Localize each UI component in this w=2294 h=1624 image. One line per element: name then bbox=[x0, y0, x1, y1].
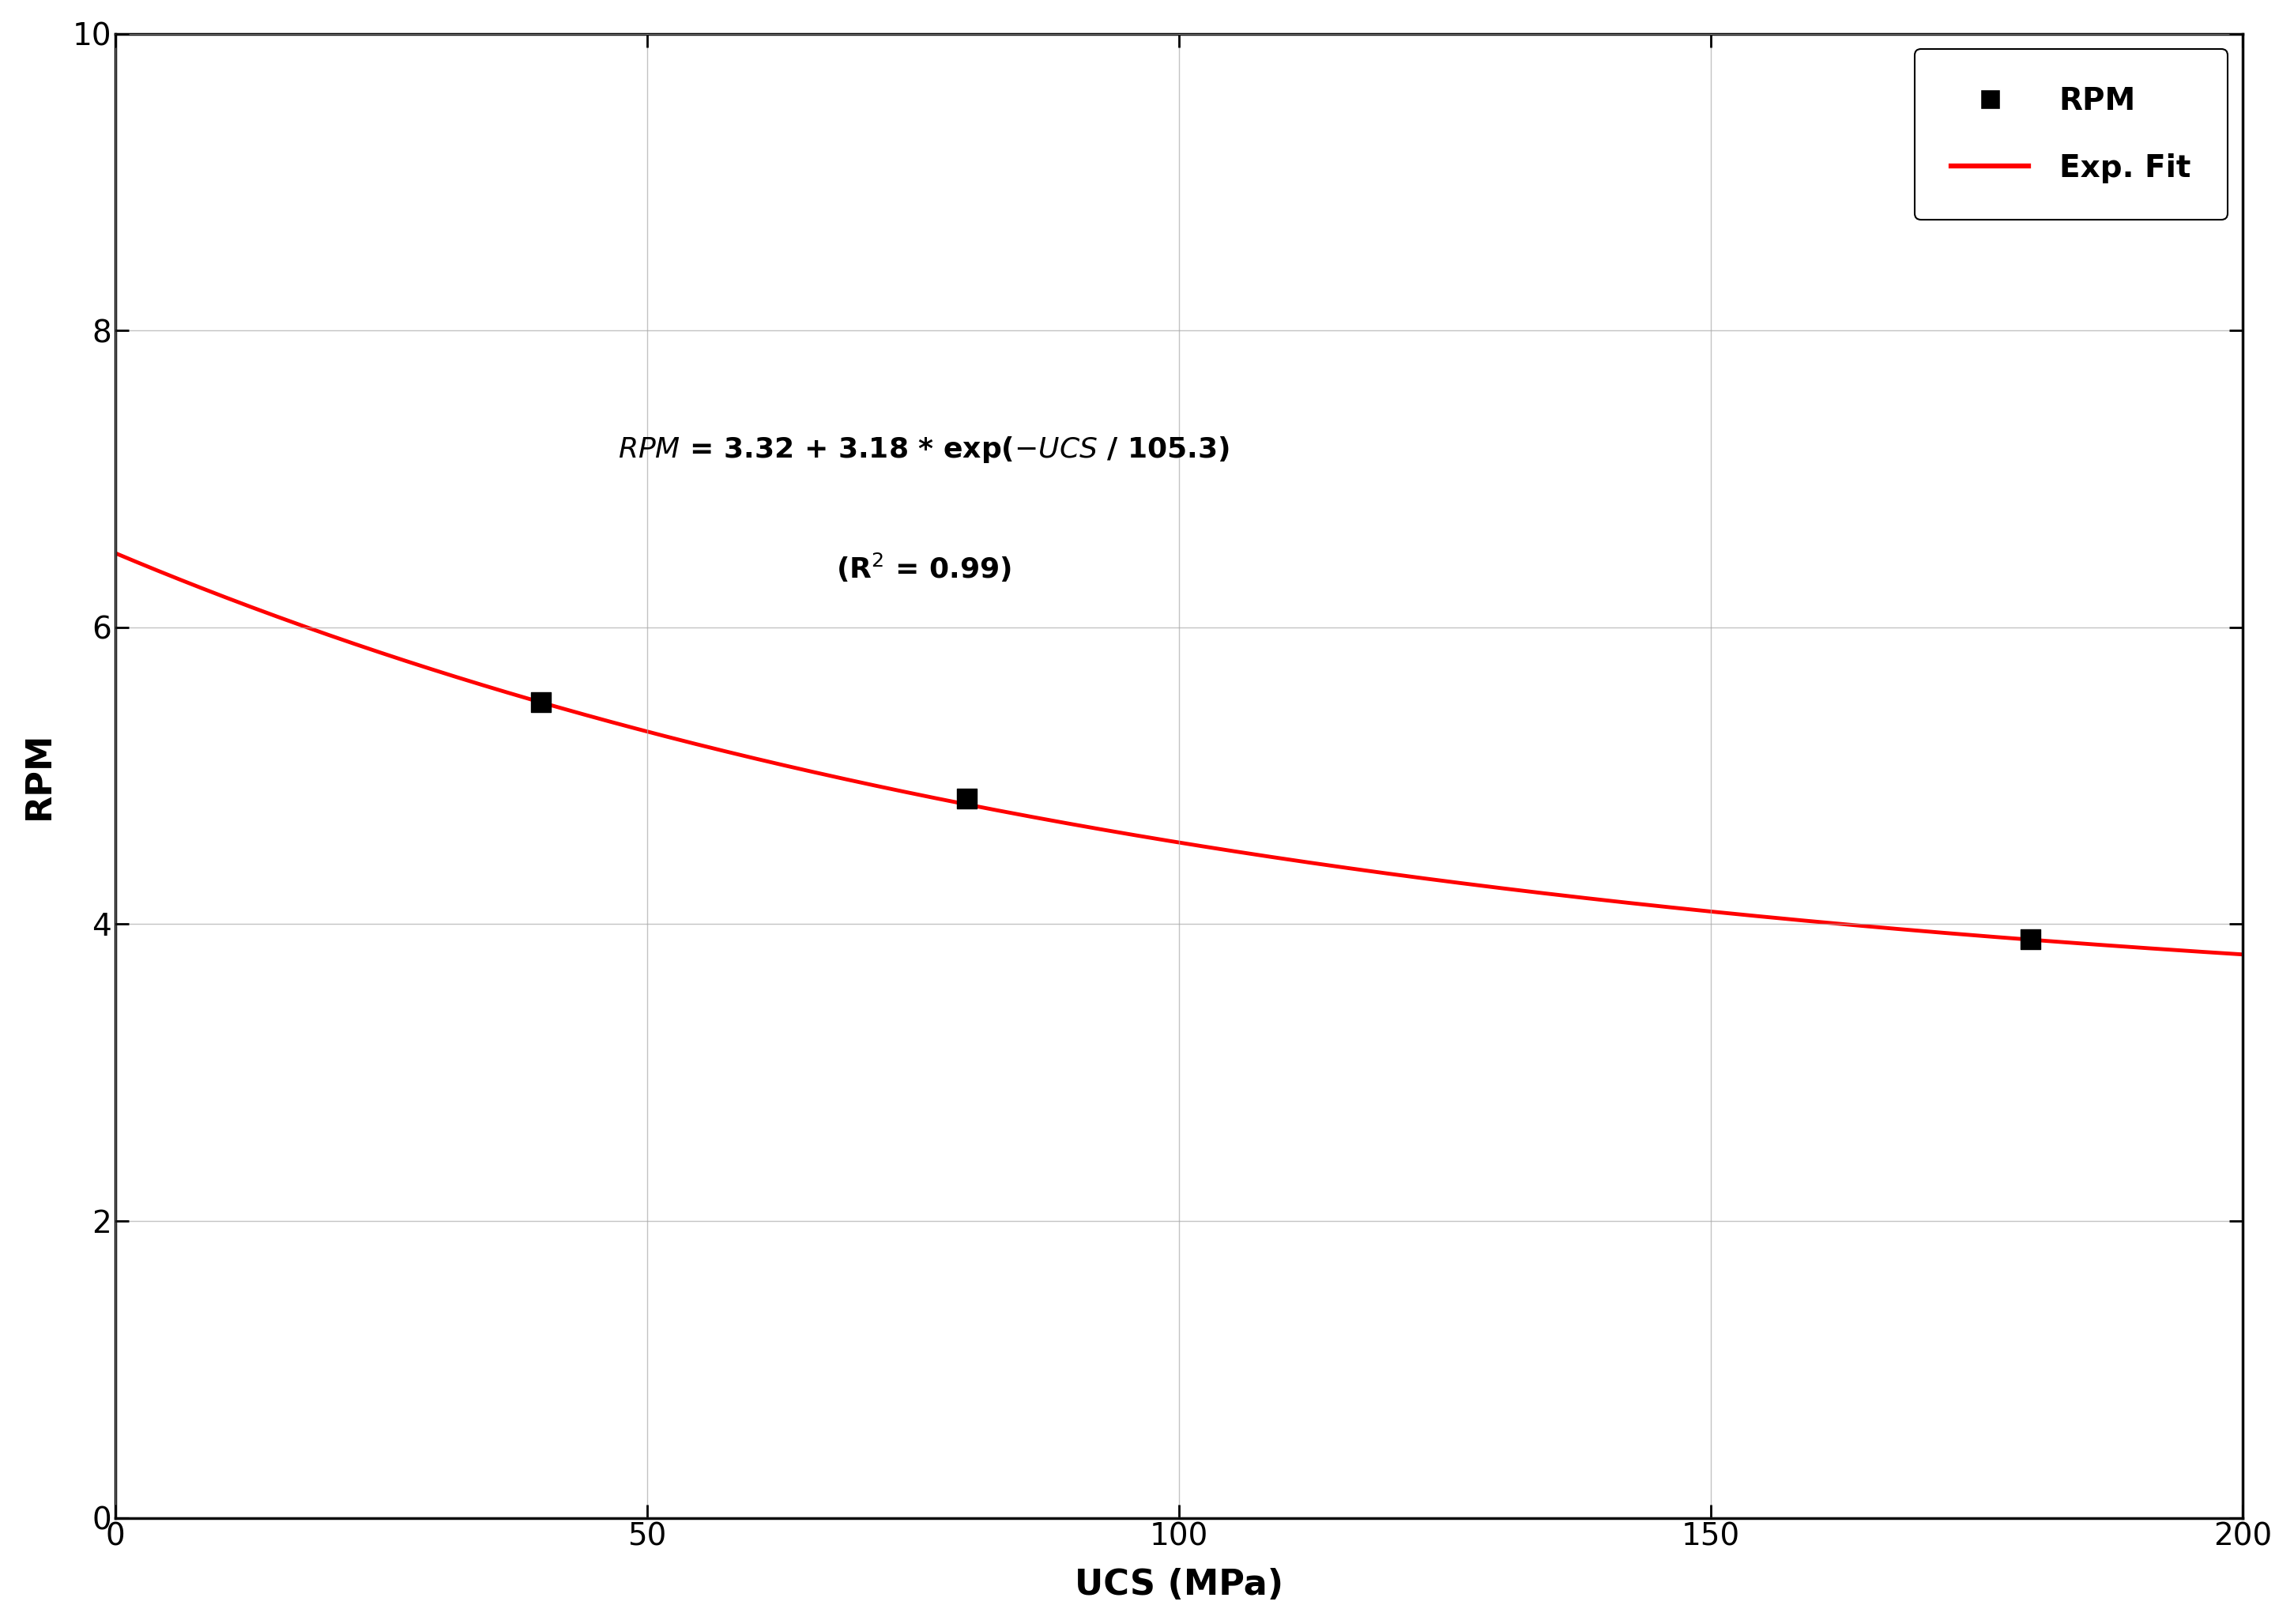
Point bbox=[2012, 926, 2049, 952]
X-axis label: UCS (MPa): UCS (MPa) bbox=[1074, 1569, 1282, 1601]
Y-axis label: RPM: RPM bbox=[23, 732, 55, 820]
Point bbox=[523, 689, 560, 715]
Text: $\it{RPM}$ = 3.32 + 3.18 * exp($-$$\it{UCS}$ / 105.3): $\it{RPM}$ = 3.32 + 3.18 * exp($-$$\it{U… bbox=[617, 434, 1230, 464]
Point bbox=[947, 784, 984, 810]
Text: (R$^2$ = 0.99): (R$^2$ = 0.99) bbox=[837, 552, 1012, 585]
Legend: RPM, Exp. Fit: RPM, Exp. Fit bbox=[1915, 49, 2227, 219]
